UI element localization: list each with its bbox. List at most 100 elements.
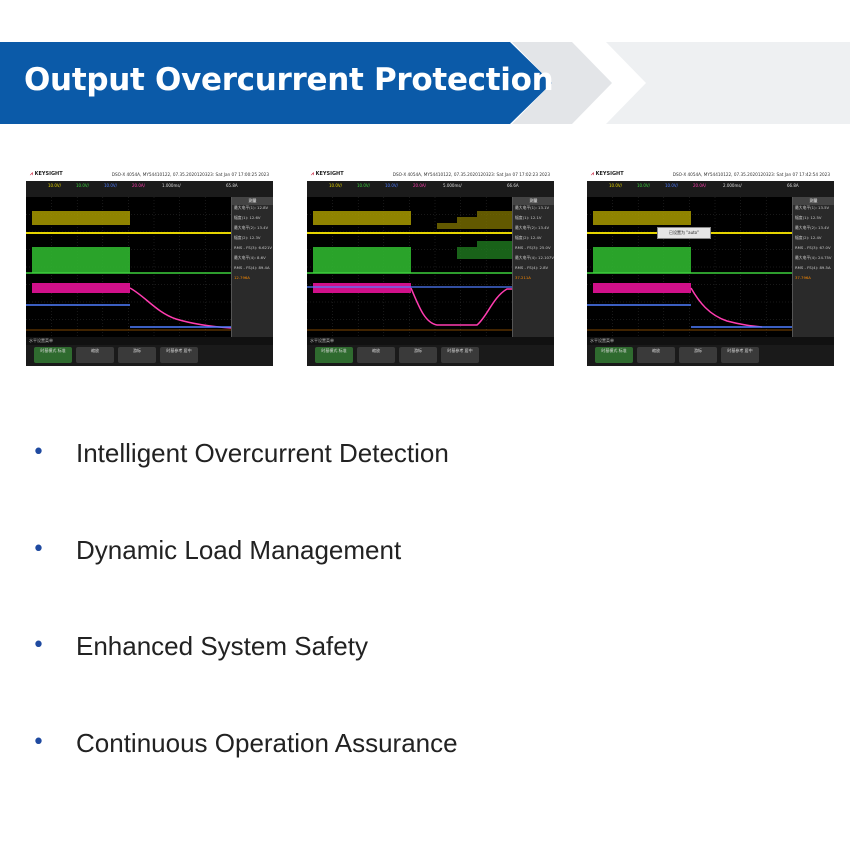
measurement-row: 幅度(1): 12.5V bbox=[795, 215, 822, 220]
popup-message: 已设置为 "auto" bbox=[657, 227, 711, 239]
measurement-row: 幅度(1): 12.1V bbox=[515, 215, 542, 220]
softkey-cursor[interactable]: 游标 bbox=[118, 347, 156, 363]
measurement-row: 12.796A bbox=[234, 275, 250, 280]
bullet-text: Intelligent Overcurrent Detection bbox=[76, 438, 449, 468]
channel-bar: 10.0V/ 10.0V/ 10.0V/ 20.0A/ 1.000ms/ 65.… bbox=[26, 181, 273, 197]
softkey-timebase-ref[interactable]: 时基参考 居中 bbox=[721, 347, 759, 363]
softkey-timebase-mode[interactable]: 时基模式 标准 bbox=[595, 347, 633, 363]
banner-shape bbox=[0, 42, 552, 124]
channel-2-scale: 10.0V/ bbox=[357, 183, 370, 188]
waveform-plot: 已设置为 "auto" bbox=[587, 197, 792, 337]
channel-4-scale: 20.0A/ bbox=[693, 183, 706, 188]
scope-info: DSO-X 4054A, MY54410122, 07.35.202012032… bbox=[111, 172, 269, 177]
measurement-row: RMS - FS(3): 67.0V bbox=[795, 245, 831, 250]
measurement-row: 幅度(2): 12.4V bbox=[795, 235, 822, 240]
channel-4-scale: 20.0A/ bbox=[413, 183, 426, 188]
measurement-row: 37.796A bbox=[795, 275, 811, 280]
softkey-bar: 时基模式 标准 缩放 游标 时基参考 居中 bbox=[307, 345, 554, 366]
timebase: 5.000ms/ bbox=[443, 183, 462, 188]
softkey-timebase-mode[interactable]: 时基模式 标准 bbox=[34, 347, 72, 363]
measurement-row: 最大电平(2): 13.4V bbox=[795, 225, 830, 230]
keysight-logo: ⩘ KEYSIGHT bbox=[591, 171, 624, 177]
measurement-row: 幅度(1): 12.6V bbox=[234, 215, 261, 220]
measurement-panel: 测量 最大电平(1): 12.8V 幅度(1): 12.6V 最大电平(2): … bbox=[231, 197, 273, 337]
channel-3-scale: 10.0V/ bbox=[665, 183, 678, 188]
channel-bar: 10.0V/ 10.0V/ 10.0V/ 20.0A/ 2.000ms/ 66.… bbox=[587, 181, 834, 197]
page-title: Output Overcurrent Protection bbox=[24, 62, 554, 98]
softkey-timebase-ref[interactable]: 时基参考 居中 bbox=[441, 347, 479, 363]
chevron-decoration-1 bbox=[512, 42, 612, 124]
trigger-level: 65.8A bbox=[226, 183, 238, 188]
measurement-row: 最大电平(4): 24.75V bbox=[795, 255, 832, 260]
bullet-text: Continuous Operation Assurance bbox=[76, 728, 458, 758]
softkey-timebase-ref[interactable]: 时基参考 居中 bbox=[160, 347, 198, 363]
waveform-svg bbox=[307, 197, 512, 337]
scope-screenshot-1: ⩘ KEYSIGHT DSO-X 4054A, MY54410122, 07.3… bbox=[26, 170, 273, 366]
bullet-icon: • bbox=[32, 633, 45, 658]
waveform-plot bbox=[26, 197, 232, 337]
measurement-row: 最大电平(1): 13.5V bbox=[795, 205, 830, 210]
keysight-logo: ⩘ KEYSIGHT bbox=[30, 171, 63, 177]
scope-topbar: ⩘ KEYSIGHT DSO-X 4054A, MY54410122, 07.3… bbox=[26, 170, 273, 181]
scope-topbar: ⩘ KEYSIGHT DSO-X 4054A, MY54410122, 07.3… bbox=[587, 170, 834, 181]
measurement-row: RMS - FS(3): 6.621V bbox=[234, 245, 272, 250]
measurement-row: 幅度(2): 12.4V bbox=[515, 235, 542, 240]
timebase: 2.000ms/ bbox=[723, 183, 742, 188]
softkey-cursor[interactable]: 游标 bbox=[679, 347, 717, 363]
measurement-row: 最大电平(2): 13.4V bbox=[515, 225, 550, 230]
measurement-row: 幅度(2): 12.3V bbox=[234, 235, 261, 240]
measurement-header: 测量 bbox=[513, 197, 554, 205]
scope-screenshot-2: ⩘ KEYSIGHT DSO-X 4054A, MY54410122, 07.3… bbox=[307, 170, 554, 366]
measurement-row: 最大电平(1): 13.1V bbox=[515, 205, 550, 210]
waveform-svg bbox=[26, 197, 232, 337]
keysight-logo: ⩘ KEYSIGHT bbox=[311, 171, 344, 177]
measurement-row: 最大电平(4): 8.6V bbox=[234, 255, 266, 260]
channel-bar: 10.0V/ 10.0V/ 10.0V/ 20.0A/ 5.000ms/ 66.… bbox=[307, 181, 554, 197]
timebase: 1.000ms/ bbox=[162, 183, 181, 188]
measurement-row: 最大电平(2): 13.4V bbox=[234, 225, 269, 230]
status-line: 水平设置菜单 bbox=[587, 337, 834, 345]
channel-1-scale: 10.0V/ bbox=[609, 183, 622, 188]
measurement-panel: 测量 最大电平(1): 13.5V 幅度(1): 12.5V 最大电平(2): … bbox=[792, 197, 834, 337]
softkey-bar: 时基模式 标准 缩放 游标 时基参考 居中 bbox=[587, 345, 834, 366]
bullet-text: Dynamic Load Management bbox=[76, 535, 402, 565]
measurement-row: RMS - FS(4): 89.5A bbox=[795, 265, 831, 270]
scope-screenshot-3: ⩘ KEYSIGHT DSO-X 4054A, MY54410122, 07.3… bbox=[587, 170, 834, 366]
waveform-plot bbox=[307, 197, 512, 337]
measurement-row: RMS - FS(3): 25.0V bbox=[515, 245, 551, 250]
softkey-cursor[interactable]: 游标 bbox=[399, 347, 437, 363]
measurement-row: RMS - FS(4): 2.8V bbox=[515, 265, 549, 270]
softkey-zoom[interactable]: 缩放 bbox=[76, 347, 114, 363]
measurement-header: 测量 bbox=[232, 197, 273, 205]
scope-info: DSO-X 4054A, MY54410122, 07.35.202012032… bbox=[672, 172, 830, 177]
channel-3-scale: 10.0V/ bbox=[104, 183, 117, 188]
waveform-svg bbox=[587, 197, 792, 337]
channel-1-scale: 10.0V/ bbox=[48, 183, 61, 188]
channel-1-scale: 10.0V/ bbox=[329, 183, 342, 188]
channel-2-scale: 10.0V/ bbox=[76, 183, 89, 188]
channel-3-scale: 10.0V/ bbox=[385, 183, 398, 188]
status-line: 水平设置菜单 bbox=[307, 337, 554, 345]
status-line: 水平设置菜单 bbox=[26, 337, 273, 345]
measurement-row: 最大电平(1): 12.8V bbox=[234, 205, 269, 210]
scope-info: DSO-X 4054A, MY54410122, 07.35.202012032… bbox=[392, 172, 550, 177]
softkey-zoom[interactable]: 缩放 bbox=[357, 347, 395, 363]
chevron-decoration-2 bbox=[606, 42, 850, 124]
bullet-icon: • bbox=[32, 730, 45, 755]
bullet-text: Enhanced System Safety bbox=[76, 631, 368, 661]
softkey-timebase-mode[interactable]: 时基模式 标准 bbox=[315, 347, 353, 363]
bullet-icon: • bbox=[32, 537, 45, 562]
title-banner bbox=[0, 42, 560, 124]
bullet-icon: • bbox=[32, 440, 45, 465]
channel-2-scale: 10.0V/ bbox=[637, 183, 650, 188]
trigger-level: 66.6A bbox=[507, 183, 519, 188]
trigger-level: 66.8A bbox=[787, 183, 799, 188]
scope-topbar: ⩘ KEYSIGHT DSO-X 4054A, MY54410122, 07.3… bbox=[307, 170, 554, 181]
softkey-zoom[interactable]: 缩放 bbox=[637, 347, 675, 363]
measurement-panel: 测量 最大电平(1): 13.1V 幅度(1): 12.1V 最大电平(2): … bbox=[512, 197, 554, 337]
measurement-row: RMS - FS(4): 89.4A bbox=[234, 265, 270, 270]
softkey-bar: 时基模式 标准 缩放 游标 时基参考 居中 bbox=[26, 345, 273, 366]
channel-4-scale: 20.0A/ bbox=[132, 183, 145, 188]
measurement-header: 测量 bbox=[793, 197, 834, 205]
measurement-row: 最大电平(4): 12.107V bbox=[515, 255, 554, 260]
